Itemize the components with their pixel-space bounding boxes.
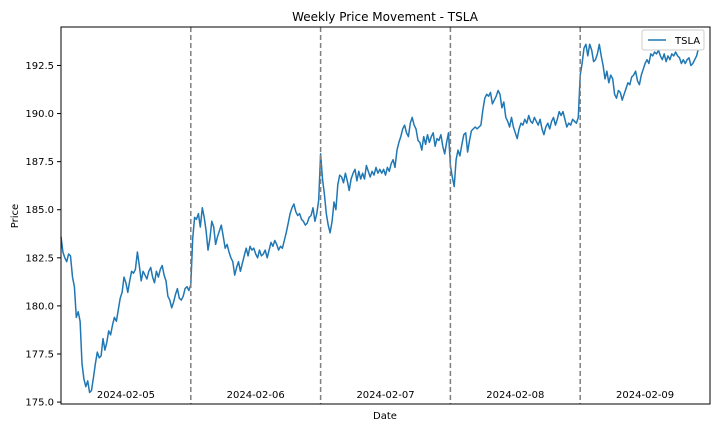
- day-label: 2024-02-08: [486, 390, 544, 401]
- chart-title: Weekly Price Movement - TSLA: [292, 10, 479, 24]
- y-tick-label: 175.0: [25, 398, 54, 409]
- day-label: 2024-02-09: [616, 390, 674, 401]
- plot-frame: [60, 26, 711, 405]
- y-tick-label: 185.0: [25, 205, 54, 216]
- series-line-tsla: [60, 43, 702, 394]
- legend: TSLA: [641, 29, 705, 51]
- y-axis-label: Price: [10, 204, 21, 228]
- legend-box: [641, 29, 705, 51]
- day-label: 2024-02-07: [356, 390, 414, 401]
- legend-entry-tsla: TSLA: [674, 36, 700, 47]
- y-tick-label: 180.0: [25, 301, 54, 312]
- y-tick-label: 190.0: [25, 109, 54, 120]
- y-tick-label: 182.5: [25, 253, 54, 264]
- x-axis-label: Date: [373, 411, 397, 422]
- y-tick-label: 177.5: [25, 349, 54, 360]
- day-label: 2024-02-05: [97, 390, 155, 401]
- day-label: 2024-02-06: [227, 390, 285, 401]
- y-tick-label: 192.5: [25, 61, 54, 72]
- y-tick-label: 187.5: [25, 157, 54, 168]
- plot-area: 175.0 177.5 180.0 182.5 185.0 187.5 190.0 192.5…: [25, 26, 711, 409]
